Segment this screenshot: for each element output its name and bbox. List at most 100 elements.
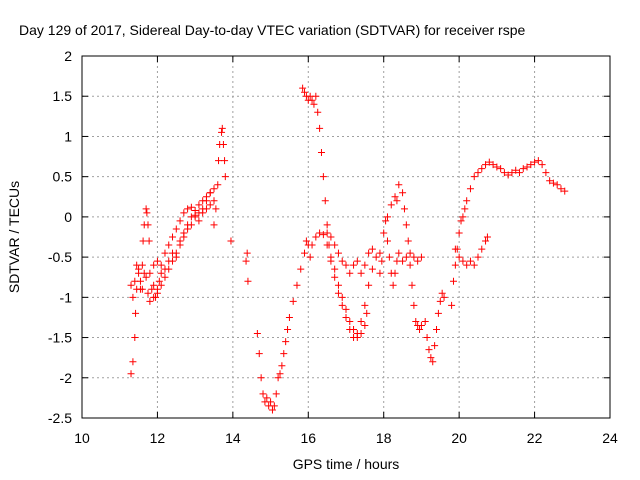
x-tick-label: 10 — [74, 430, 90, 446]
data-point — [301, 249, 309, 257]
data-point — [210, 221, 218, 229]
x-tick-label: 12 — [150, 430, 166, 446]
data-point — [319, 173, 327, 181]
data-point — [215, 157, 223, 165]
data-point — [218, 124, 226, 132]
data-point — [243, 249, 251, 257]
data-point — [338, 301, 346, 309]
data-point — [410, 301, 418, 309]
y-tick-label: -0.5 — [48, 249, 72, 265]
data-point — [157, 269, 165, 277]
data-point — [308, 241, 316, 249]
data-point — [161, 273, 169, 281]
data-point — [138, 285, 146, 293]
data-point — [221, 173, 229, 181]
data-point — [493, 163, 501, 171]
data-point — [482, 161, 490, 169]
data-point — [538, 161, 546, 169]
x-tick-label: 22 — [527, 430, 543, 446]
data-point — [132, 309, 140, 317]
data-point — [357, 269, 365, 277]
data-point — [255, 350, 263, 358]
data-point — [206, 201, 214, 209]
data-point — [459, 257, 467, 265]
data-point — [202, 205, 210, 213]
data-point — [414, 257, 422, 265]
data-point — [253, 330, 261, 338]
data-point — [342, 313, 350, 321]
x-axis-label: GPS time / hours — [293, 456, 400, 472]
data-point — [466, 185, 474, 193]
data-point — [395, 181, 403, 189]
data-point — [145, 237, 153, 245]
data-point — [427, 354, 435, 362]
data-point — [497, 165, 505, 173]
data-point — [150, 293, 158, 301]
data-point — [410, 253, 418, 261]
y-tick-label: -1 — [60, 289, 73, 305]
data-point — [150, 261, 158, 269]
data-point — [416, 326, 424, 334]
data-point — [212, 205, 220, 213]
data-point — [244, 277, 252, 285]
data-point — [127, 370, 135, 378]
data-point — [485, 158, 493, 166]
data-point — [221, 157, 229, 165]
data-point — [368, 265, 376, 273]
data-point — [334, 249, 342, 257]
data-point — [317, 149, 325, 157]
data-point — [338, 293, 346, 301]
data-point — [561, 187, 569, 195]
data-point — [368, 245, 376, 253]
y-tick-label: -2.5 — [48, 410, 72, 426]
data-point — [406, 261, 414, 269]
data-point — [131, 334, 139, 342]
data-point — [342, 305, 350, 313]
data-point — [549, 179, 557, 187]
data-point — [293, 281, 301, 289]
data-point — [399, 257, 407, 265]
y-tick-label: 1.5 — [53, 88, 73, 104]
data-point — [331, 241, 339, 249]
data-point — [297, 265, 305, 273]
data-point — [406, 249, 414, 257]
grid — [82, 56, 610, 418]
data-point — [338, 257, 346, 265]
x-tick-labels: 10 12 14 16 18 20 22 24 — [74, 430, 618, 446]
data-point — [542, 169, 550, 177]
data-point — [187, 213, 195, 221]
data-point — [350, 261, 358, 269]
data-point — [210, 197, 218, 205]
data-point — [169, 233, 177, 241]
data-point — [417, 253, 425, 261]
data-point — [531, 158, 539, 166]
data-point — [402, 253, 410, 261]
data-point — [395, 249, 403, 257]
data-point — [257, 374, 265, 382]
data-point — [180, 229, 188, 237]
data-point — [306, 253, 314, 261]
data-point — [310, 100, 318, 108]
data-point — [142, 205, 150, 213]
data-point — [172, 225, 180, 233]
data-point — [376, 269, 384, 277]
data-point — [176, 237, 184, 245]
data-point — [429, 358, 437, 366]
data-point — [478, 165, 486, 173]
data-point — [153, 289, 161, 297]
data-point — [210, 185, 218, 193]
data-point — [172, 249, 180, 257]
data-point — [327, 253, 335, 261]
data-point — [270, 402, 278, 410]
data-point — [425, 346, 433, 354]
data-point — [383, 237, 391, 245]
data-point — [346, 269, 354, 277]
data-point — [523, 163, 531, 171]
data-point — [169, 257, 177, 265]
data-point — [331, 273, 339, 281]
data-point — [389, 281, 397, 289]
data-point — [299, 84, 307, 92]
data-point — [180, 209, 188, 217]
data-point — [319, 231, 327, 239]
data-point — [380, 229, 388, 237]
